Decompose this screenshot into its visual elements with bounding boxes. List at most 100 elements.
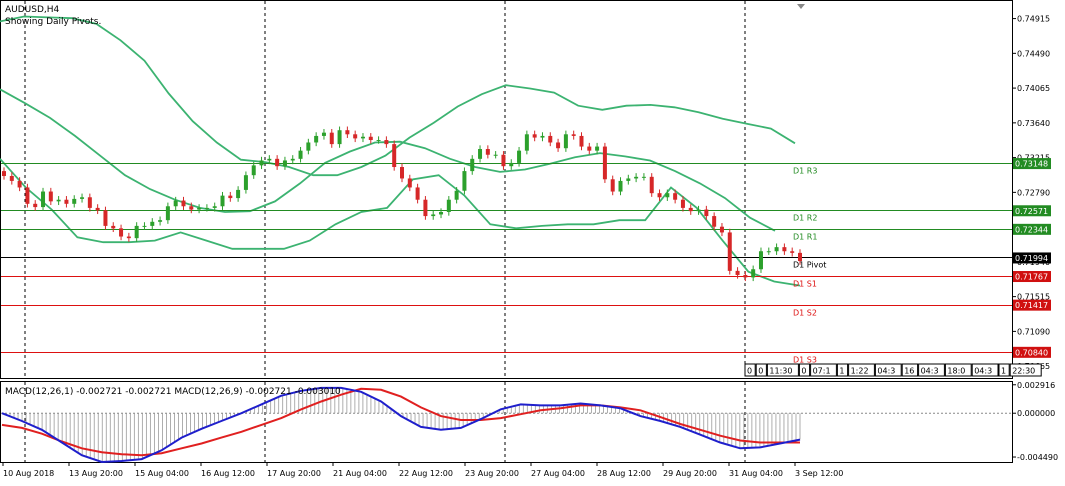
macd-signal-line: [1, 387, 800, 457]
candle-bear: [25, 187, 30, 204]
candle-bull: [470, 158, 475, 172]
pivot-label: D1 S1: [793, 280, 817, 289]
macd-indicator: 0.002916 0.000000 -0.004490: [1, 381, 1058, 464]
candle-bear: [384, 140, 389, 145]
candle-bear: [798, 252, 802, 262]
candle-bear: [556, 142, 561, 149]
time-tick-label: 10 Aug 2018: [3, 469, 54, 478]
shift-marker-icon[interactable]: [797, 4, 805, 9]
candle-bear: [119, 228, 124, 237]
time-axis: 10 Aug 2018 13 Aug 20:00 15 Aug 04:00 16 Au…: [2, 462, 843, 478]
time-box: [836, 363, 849, 377]
candle-bull: [321, 132, 326, 136]
candle-bull: [337, 130, 342, 145]
time-box: [798, 363, 811, 377]
candle-bear: [181, 200, 186, 207]
candle-bull: [524, 134, 529, 151]
candle-bear: [111, 225, 116, 229]
candle-bear: [532, 134, 537, 138]
candlesticks: [2, 126, 802, 282]
price-tick-label: 0.72790: [1017, 188, 1050, 197]
candle-bear: [103, 210, 108, 226]
macd-panel-frame: [0, 381, 1013, 463]
candle-bull: [259, 160, 264, 166]
candle-bull: [665, 193, 670, 198]
pivot-label: D1 R3: [793, 167, 817, 176]
candle-bear: [673, 193, 678, 200]
candle-bull: [236, 189, 241, 199]
symbol-label: AUDUSD,H4: [5, 5, 60, 15]
time-box: [918, 363, 945, 377]
level-badges: 0.73148 0.72571 0.72344 0.71994 0.71767 0.714…: [1013, 158, 1051, 358]
candle-bear: [345, 130, 350, 135]
candle-bull: [204, 207, 209, 209]
candle-bear: [2, 171, 6, 177]
candle-bull: [80, 197, 85, 199]
time-box: [998, 363, 1010, 377]
time-box: [944, 363, 972, 377]
time-tick-label: 15 Aug 04:00: [135, 469, 189, 478]
time-box: [874, 363, 902, 377]
candle-bear: [649, 176, 654, 194]
candle-bear: [571, 134, 576, 136]
candle-bear: [610, 179, 615, 192]
candle-bull: [243, 175, 248, 190]
candle-bull: [165, 206, 170, 221]
candle-bear: [704, 209, 709, 217]
candle-bear: [415, 187, 420, 200]
level-badge-text: 0.71417: [1015, 301, 1048, 310]
time-box: [901, 363, 919, 377]
time-tick-label: 21 Aug 04:00: [333, 469, 387, 478]
candle-bull: [282, 160, 287, 167]
candle-bear: [407, 178, 412, 188]
candle-bear: [87, 197, 92, 208]
candle-bear: [353, 134, 358, 139]
level-badge: [1013, 271, 1051, 283]
candle-bull: [72, 198, 77, 204]
macd-tick-label: 0.000000: [1017, 409, 1055, 418]
level-badge-text: 0.73148: [1015, 160, 1048, 169]
candle-bull: [431, 214, 436, 217]
candle-bear: [423, 199, 428, 217]
price-tick-label: 0.74915: [1017, 15, 1050, 24]
candle-bull: [618, 180, 623, 192]
time-tick-label: 16 Aug 12:00: [201, 469, 255, 478]
candle-bull: [454, 190, 459, 200]
bollinger-upper-band: [0, 15, 796, 177]
candle-bear: [95, 207, 100, 211]
candle-bull: [540, 135, 545, 138]
candle-bear: [712, 216, 717, 227]
candle-bull: [751, 269, 756, 278]
time-tick-label: 28 Aug 12:00: [597, 469, 651, 478]
candle-bear: [228, 195, 233, 199]
candle-bull: [212, 206, 217, 208]
pivot-label: D1 S2: [793, 309, 817, 318]
candle-bull: [267, 158, 272, 161]
candle-bull: [446, 199, 451, 212]
candle-bull: [298, 150, 303, 159]
level-badge-text: 0.71767: [1015, 273, 1048, 282]
price-tick-label: 0.74490: [1017, 49, 1050, 58]
candle-bear: [680, 199, 685, 208]
time-tick-label: 27 Aug 04:00: [531, 469, 585, 478]
price-axis: 0.749150.744900.740650.736400.732150.727…: [1012, 15, 1050, 371]
time-tick-label: 22 Aug 12:00: [399, 469, 453, 478]
candle-bull: [142, 225, 147, 227]
candle-bear: [368, 136, 373, 141]
pivot-label: D1 R2: [793, 214, 817, 223]
candle-bear: [719, 226, 724, 233]
time-box-text: 1: [1001, 367, 1006, 376]
candle-bear: [579, 135, 584, 147]
candle-bear: [275, 158, 280, 167]
candle-bull: [173, 200, 178, 207]
time-tick-label: 17 Aug 20:00: [267, 469, 321, 478]
candle-bear: [329, 132, 334, 145]
candle-bear: [126, 236, 131, 239]
candle-bear: [400, 167, 404, 179]
candle-bull: [134, 225, 139, 239]
candle-bear: [743, 274, 748, 278]
price-tick-label: 0.71090: [1017, 327, 1050, 336]
pivot-label: D1 S3: [793, 356, 817, 365]
candle-bear: [33, 203, 38, 208]
